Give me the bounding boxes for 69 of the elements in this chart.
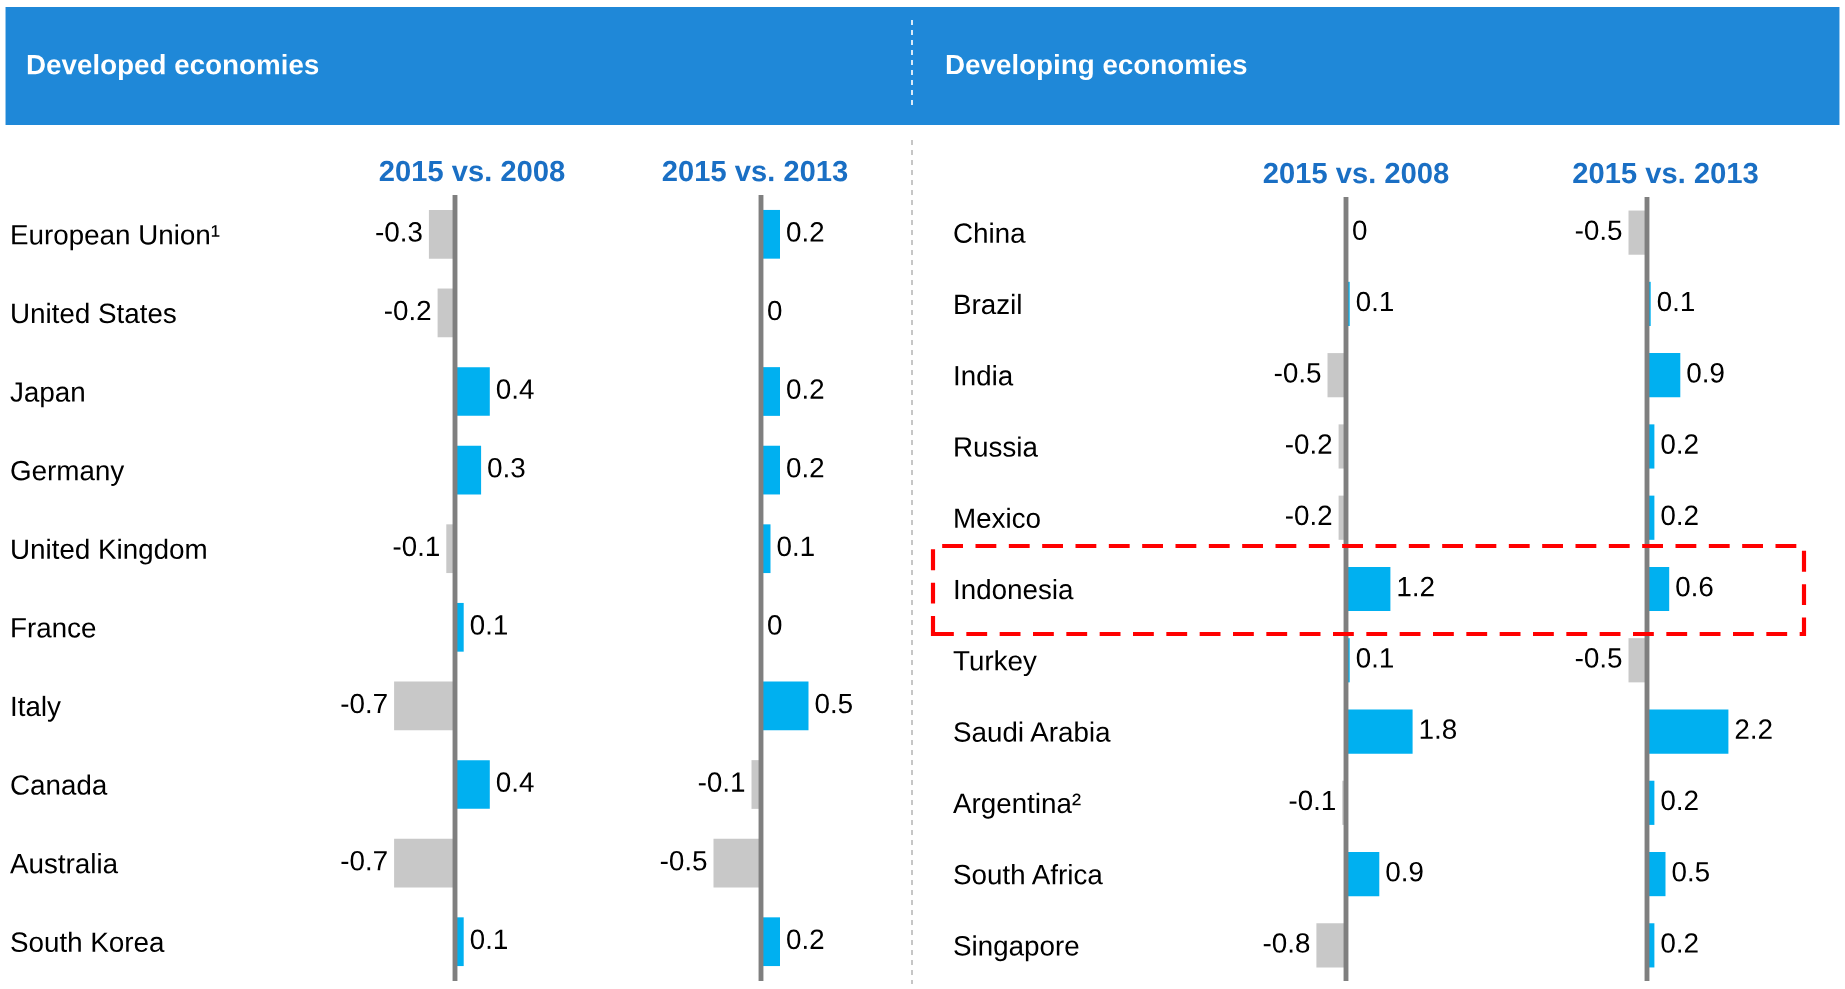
y-tick-label: Australia <box>10 853 119 874</box>
data-label: 0.2 <box>787 929 824 950</box>
data-label: 0.3 <box>488 457 525 478</box>
data-label: 0.5 <box>1672 861 1709 882</box>
data-label: -0.3 <box>376 222 422 242</box>
data-label: 0 <box>768 300 782 321</box>
y-tick-label: South Korea <box>11 931 165 953</box>
y-tick-label: Argentina² <box>953 792 1081 819</box>
y-tick-label: France <box>12 618 96 638</box>
chart-title: 2015 vs. 2013 <box>1573 162 1758 184</box>
y-tick-label: Canada <box>11 774 108 795</box>
data-label: 1.8 <box>1420 719 1457 739</box>
y-tick-label: Brazil <box>955 293 1021 315</box>
data-label: -0.1 <box>1289 790 1335 811</box>
data-label: 0 <box>768 615 782 635</box>
y-tick-label: Mexico <box>955 507 1040 529</box>
data-label: -0.7 <box>341 850 387 871</box>
data-label: 0.1 <box>1356 648 1393 668</box>
y-tick-label: United States <box>12 302 176 324</box>
data-label: -0.1 <box>698 772 745 792</box>
y-tick-label: Russia <box>955 436 1038 457</box>
data-label: 0.2 <box>1661 790 1698 811</box>
y-tick-label: India <box>955 365 1014 386</box>
data-label: -0.5 <box>1274 362 1321 383</box>
data-label: -0.8 <box>1263 933 1310 953</box>
data-label: 0.4 <box>496 379 534 399</box>
data-label: 0.4 <box>496 772 534 792</box>
data-label: -0.2 <box>1285 505 1332 526</box>
data-label: 0.1 <box>1356 291 1393 312</box>
y-tick-label: Turkey <box>953 650 1037 677</box>
data-label: 0.1 <box>470 615 507 635</box>
chart-title: 2015 vs. 2008 <box>379 160 565 182</box>
data-label: -0.2 <box>1285 434 1332 454</box>
data-label: 0.9 <box>1386 861 1423 882</box>
y-tick-label: Singapore <box>954 935 1079 962</box>
y-tick-label: China <box>954 222 1026 243</box>
data-label: 0.2 <box>1661 933 1698 953</box>
y-tick-label: Italy <box>12 695 61 722</box>
data-label: 0.5 <box>815 693 852 714</box>
data-label: 0.1 <box>1657 291 1694 312</box>
y-tick-label: United Kingdom <box>12 538 206 565</box>
data-label: 0.9 <box>1687 362 1724 383</box>
y-tick-label: Indonesia <box>955 578 1074 600</box>
data-label: 1.2 <box>1398 576 1434 597</box>
data-label: 0.1 <box>777 536 814 557</box>
text: Developing economies <box>946 53 1247 81</box>
text: Developed economies <box>27 54 319 80</box>
data-label: -0.5 <box>1575 220 1622 241</box>
data-label: -0.5 <box>1575 648 1622 668</box>
y-tick-label: South Africa <box>954 864 1103 885</box>
data-label: -0.7 <box>341 693 387 714</box>
data-label: 0.1 <box>470 929 507 950</box>
data-label: 2.2 <box>1735 719 1772 739</box>
data-label: 0.2 <box>1661 434 1698 454</box>
data-label: 0.2 <box>787 457 824 478</box>
y-tick-label: European Union¹ <box>12 224 220 251</box>
data-label: 0.2 <box>1661 505 1698 526</box>
data-label: -0.1 <box>393 536 439 557</box>
y-tick-label: Germany <box>11 460 125 486</box>
chart-title: 2015 vs. 2013 <box>662 160 848 182</box>
data-label: 0.6 <box>1676 576 1713 597</box>
y-tick-label: Saudi Arabia <box>954 721 1111 742</box>
data-label: 0.2 <box>787 379 824 399</box>
data-label: 0 <box>1353 220 1367 241</box>
data-label: -0.2 <box>384 300 431 321</box>
chart-title: 2015 vs. 2008 <box>1263 162 1449 184</box>
y-tick-label: Japan <box>10 382 84 408</box>
data-label: 0.2 <box>787 222 824 242</box>
data-label: -0.5 <box>660 850 707 871</box>
